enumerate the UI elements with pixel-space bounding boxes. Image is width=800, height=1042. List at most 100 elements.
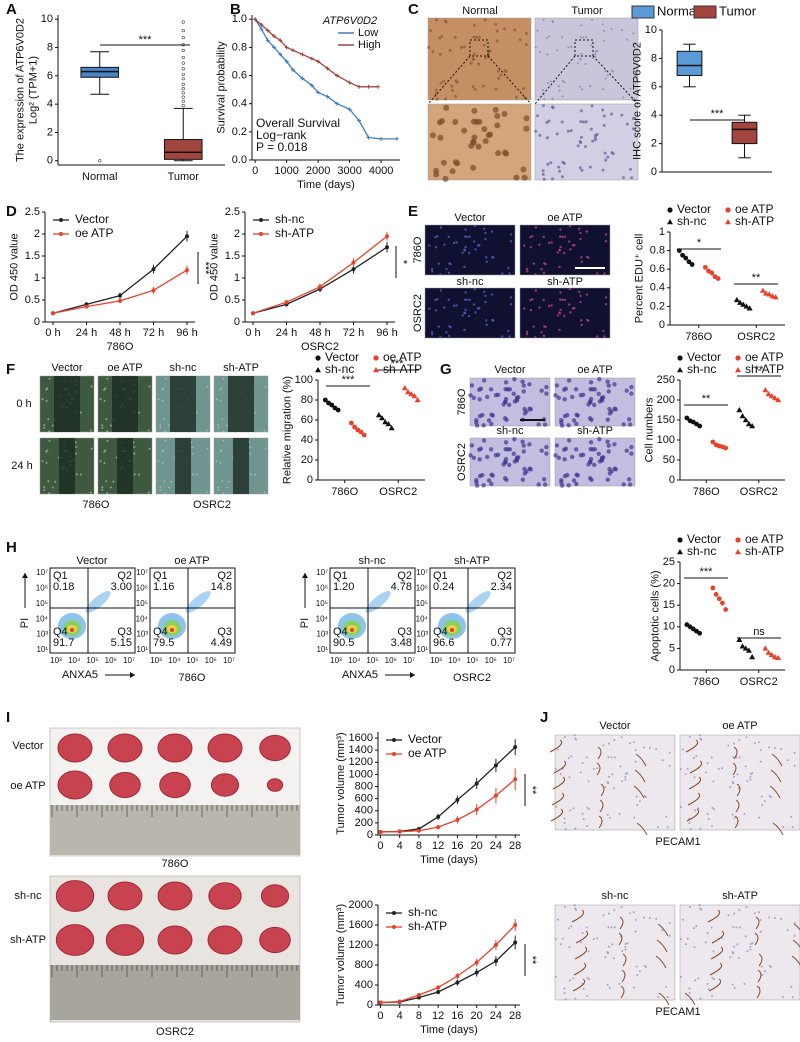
texture xyxy=(613,756,616,759)
x-axis-label: OSRC2 xyxy=(301,341,339,353)
texture xyxy=(464,245,467,249)
flow-y-tick: 10¹ xyxy=(316,645,328,654)
texture xyxy=(573,904,576,907)
texture xyxy=(461,127,468,134)
texture xyxy=(430,330,434,334)
texture xyxy=(592,767,595,770)
texture xyxy=(472,23,476,27)
quadrant-name: Q3 xyxy=(117,626,132,638)
texture xyxy=(484,237,487,241)
texture xyxy=(471,57,475,61)
texture xyxy=(217,424,220,427)
texture xyxy=(523,307,526,310)
texture xyxy=(103,399,106,402)
texture xyxy=(543,98,546,101)
texture xyxy=(791,996,794,999)
tumor xyxy=(259,734,291,762)
texture xyxy=(133,473,136,476)
image-label: OSRC2 xyxy=(193,499,231,511)
texture xyxy=(573,387,579,392)
texture xyxy=(680,805,683,808)
texture xyxy=(474,35,478,39)
y-tick-label: 2.5 xyxy=(25,206,40,218)
legend-marker xyxy=(677,537,683,543)
texture xyxy=(429,132,436,139)
texture xyxy=(733,912,736,915)
texture xyxy=(51,486,54,489)
quadrant-name: Q1 xyxy=(53,570,68,582)
texture xyxy=(738,908,741,911)
texture xyxy=(41,398,44,401)
vessel xyxy=(620,985,625,999)
point xyxy=(739,413,746,419)
texture xyxy=(628,167,632,171)
texture xyxy=(431,50,435,54)
texture xyxy=(468,235,472,238)
texture xyxy=(525,270,529,273)
panel-label: C xyxy=(408,1,419,18)
texture xyxy=(520,166,527,173)
panel-label: D xyxy=(6,203,17,220)
texture xyxy=(534,46,537,49)
image-label: sh-ATP xyxy=(547,276,583,288)
legend-marker xyxy=(315,367,321,373)
texture xyxy=(438,36,442,40)
texture xyxy=(604,296,608,299)
texture xyxy=(736,773,739,776)
vessel xyxy=(596,762,601,776)
censor-mark xyxy=(366,84,371,89)
texture xyxy=(170,480,173,483)
box xyxy=(676,50,703,76)
legend-label: Vector xyxy=(677,202,711,216)
point xyxy=(416,993,421,997)
texture xyxy=(578,166,582,170)
texture xyxy=(579,120,583,124)
image-label: oe ATP xyxy=(722,720,757,732)
cloud xyxy=(170,628,174,632)
y-tick-label: 0 xyxy=(367,999,373,1011)
point xyxy=(118,293,122,298)
wound-gap xyxy=(59,438,75,494)
panel-label: H xyxy=(6,539,17,556)
image-label: sh-nc xyxy=(170,362,197,374)
texture xyxy=(501,111,508,118)
texture xyxy=(542,271,546,275)
texture xyxy=(727,744,730,747)
texture xyxy=(75,445,78,448)
quadrant-name: Q2 xyxy=(397,570,412,582)
texture xyxy=(572,977,575,980)
legend-marker xyxy=(392,738,396,742)
flow-title: sh-nc xyxy=(359,555,386,567)
arrow-head xyxy=(302,573,308,578)
quadrant-name: Q2 xyxy=(497,570,512,582)
texture xyxy=(469,383,475,388)
legend-label: sh-ATP xyxy=(735,214,774,228)
texture xyxy=(568,288,572,291)
annotation: *** xyxy=(700,566,714,578)
image-label: Tumor xyxy=(571,5,603,17)
point xyxy=(385,234,389,239)
texture xyxy=(449,168,456,175)
wound-gap xyxy=(112,376,138,432)
texture xyxy=(161,399,164,402)
x-tick-label: OSRC2 xyxy=(737,331,775,343)
texture xyxy=(557,85,560,88)
x-axis-label: Time (days) xyxy=(420,1024,478,1036)
vessel xyxy=(571,909,585,923)
texture xyxy=(606,813,609,816)
texture xyxy=(101,426,104,429)
photo xyxy=(427,17,532,101)
texture xyxy=(531,297,534,301)
texture xyxy=(508,335,511,338)
texture xyxy=(563,735,566,738)
texture xyxy=(486,478,492,483)
legend-marker xyxy=(59,218,63,222)
texture xyxy=(558,169,562,173)
texture xyxy=(706,812,709,815)
vessel xyxy=(551,792,565,806)
y-tick-label: 0.5 xyxy=(25,294,40,306)
texture xyxy=(632,32,635,35)
inset-line xyxy=(592,55,639,105)
texture xyxy=(589,477,594,483)
censor-mark xyxy=(290,48,295,53)
